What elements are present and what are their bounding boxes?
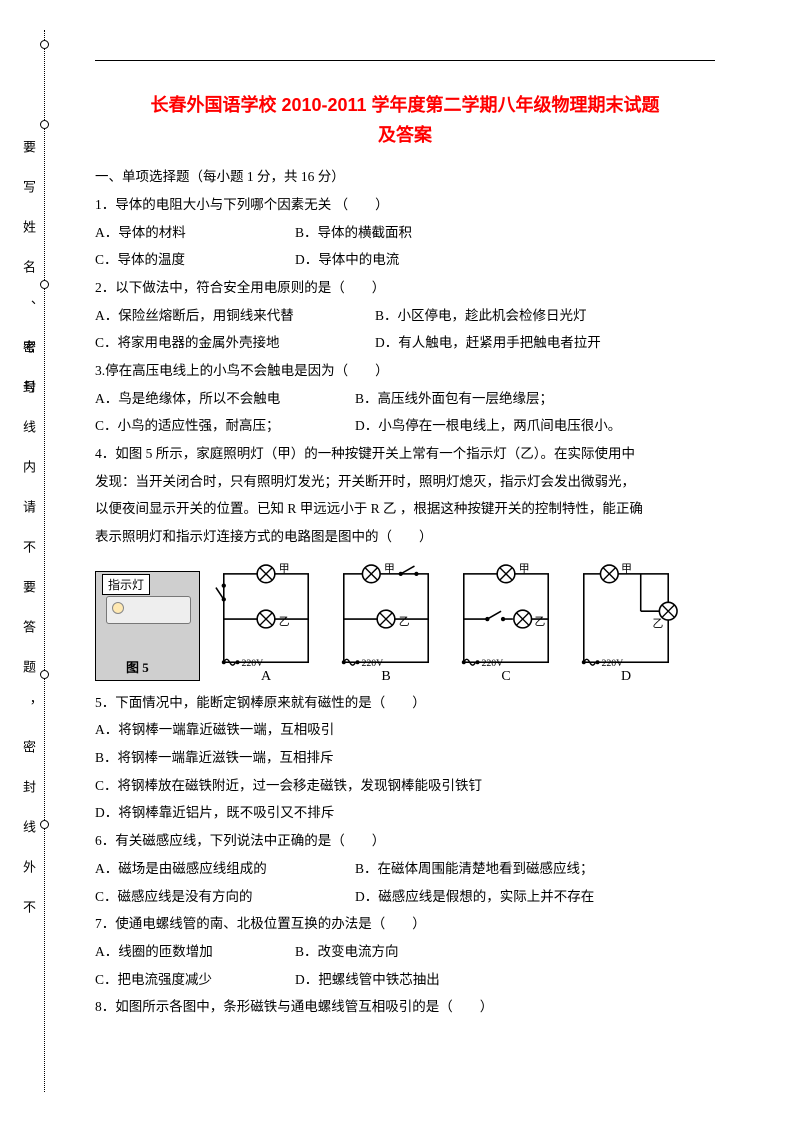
question-5: 5．下面情况中，能断定钢棒原来就有磁性的是（ ）: [95, 689, 715, 717]
q3-option-b: B．高压线外面包有一层绝缘层；: [355, 385, 553, 413]
q6-option-b: B．在磁体周围能清楚地看到磁感应线；: [355, 855, 594, 883]
q2-option-d: D．有人触电，赶紧用手把触电者拉开: [375, 329, 601, 357]
question-4-line4: 表示照明灯和指示灯连接方式的电路图是图中的（ ）: [95, 523, 715, 551]
svg-text:乙: 乙: [399, 615, 410, 628]
svg-text:甲: 甲: [519, 563, 530, 575]
q1-option-b: B．导体的横截面积: [295, 219, 412, 247]
question-8: 8．如图所示各图中，条形磁铁与通电螺线管互相吸引的是（ ）: [95, 993, 715, 1021]
page-title: 长春外国语学校 2010-2011 学年度第二学期八年级物理期末试题: [95, 89, 715, 121]
q1-option-c: C．导体的温度: [95, 246, 295, 274]
binding-dot: [40, 280, 49, 289]
binding-dot: [40, 670, 49, 679]
circuit-d: 甲 乙 220V D: [572, 561, 680, 681]
svg-text:220V: 220V: [361, 658, 383, 669]
question-1: 1．导体的电阻大小与下列哪个因素无关 （ ）: [95, 191, 715, 219]
question-4-line3: 以便夜间显示开关的位置。已知 R 甲远远小于 R 乙 ，根据这种按键开关的控制特…: [95, 495, 715, 523]
question-4-line1: 4．如图 5 所示，家庭照明灯（甲）的一种按键开关上常有一个指示灯（乙）。在实际…: [95, 440, 715, 468]
svg-text:220V: 220V: [241, 658, 263, 669]
q5-option-c: C．将钢棒放在磁铁附近，过一会移走磁铁，发现钢棒能吸引铁钉: [95, 772, 715, 800]
q5-option-d: D．将钢棒靠近铝片，既不吸引又不排斥: [95, 799, 715, 827]
q3-option-d: D．小鸟停在一根电线上，两爪间电压很小。: [355, 412, 621, 440]
circuit-a: 甲 乙 220V A: [212, 561, 320, 681]
q7-option-a: A．线圈的匝数增加: [95, 938, 295, 966]
figure-5: 指示灯 图 5 甲 乙: [95, 561, 715, 681]
side-warning-lower: 密 封 线 内 请 不 要 答 题 ， 密 封 线 外 不: [18, 340, 38, 919]
svg-text:乙: 乙: [279, 615, 290, 628]
circuit-b-label: B: [332, 669, 440, 685]
q7-option-b: B．改变电流方向: [295, 938, 399, 966]
header-rule: [95, 60, 715, 61]
question-7: 7．使通电螺线管的南、北极位置互换的办法是（ ）: [95, 910, 715, 938]
svg-text:甲: 甲: [279, 563, 290, 575]
q6-option-a: A．磁场是由磁感应线组成的: [95, 855, 355, 883]
switch-led-icon: [112, 602, 124, 614]
switch-photo: 指示灯 图 5: [95, 571, 200, 681]
question-3: 3.停在高压电线上的小鸟不会触电是因为（ ）: [95, 357, 715, 385]
circuit-d-label: D: [572, 669, 680, 685]
q7-option-c: C．把电流强度减少: [95, 966, 295, 994]
svg-text:220V: 220V: [481, 658, 503, 669]
circuit-b: 甲 乙 220V B: [332, 561, 440, 681]
circuit-c: 甲 乙 220V C: [452, 561, 560, 681]
q3-option-c: C．小鸟的适应性强，耐高压；: [95, 412, 355, 440]
switch-indicator-label: 指示灯: [102, 574, 150, 595]
q1-option-d: D．导体中的电流: [295, 246, 399, 274]
q6-option-d: D．磁感应线是假想的，实际上并不存在: [355, 883, 594, 911]
page-subtitle: 及答案: [95, 121, 715, 147]
circuit-c-label: C: [452, 669, 560, 685]
q2-option-a: A．保险丝熔断后，用铜线来代替: [95, 302, 375, 330]
figure-caption: 图 5: [126, 657, 149, 676]
section-heading: 一、单项选择题（每小题 1 分，共 16 分）: [95, 163, 715, 191]
q2-option-b: B．小区停电，趁此机会检修日光灯: [375, 302, 587, 330]
binding-dot: [40, 120, 49, 129]
q5-option-a: A．将钢棒一端靠近磁铁一端，互相吸引: [95, 716, 715, 744]
svg-text:乙: 乙: [653, 617, 664, 630]
svg-text:220V: 220V: [601, 658, 623, 669]
question-2: 2．以下做法中，符合安全用电原则的是（ ）: [95, 274, 715, 302]
q5-option-b: B．将钢棒一端靠近滋铁一端，互相排斥: [95, 744, 715, 772]
binding-line: [44, 30, 45, 1092]
binding-dot: [40, 820, 49, 829]
circuit-a-label: A: [212, 669, 320, 685]
svg-text:乙: 乙: [534, 615, 545, 628]
page-content: 长春外国语学校 2010-2011 学年度第二学期八年级物理期末试题 及答案 一…: [95, 60, 715, 1021]
q3-option-a: A．鸟是绝缘体，所以不会触电: [95, 385, 355, 413]
question-6: 6．有关磁感应线，下列说法中正确的是（ ）: [95, 827, 715, 855]
q1-option-a: A．导体的材料: [95, 219, 295, 247]
svg-text:甲: 甲: [621, 563, 632, 575]
binding-dot: [40, 40, 49, 49]
q2-option-c: C．将家用电器的金属外壳接地: [95, 329, 375, 357]
svg-text:甲: 甲: [384, 563, 395, 575]
q7-option-d: D．把螺线管中铁芯抽出: [295, 966, 440, 994]
q6-option-c: C．磁感应线是没有方向的: [95, 883, 355, 911]
question-4-line2: 发现：当开关闭合时，只有照明灯发光；开关断开时，照明灯熄灭，指示灯会发出微弱光，: [95, 468, 715, 496]
